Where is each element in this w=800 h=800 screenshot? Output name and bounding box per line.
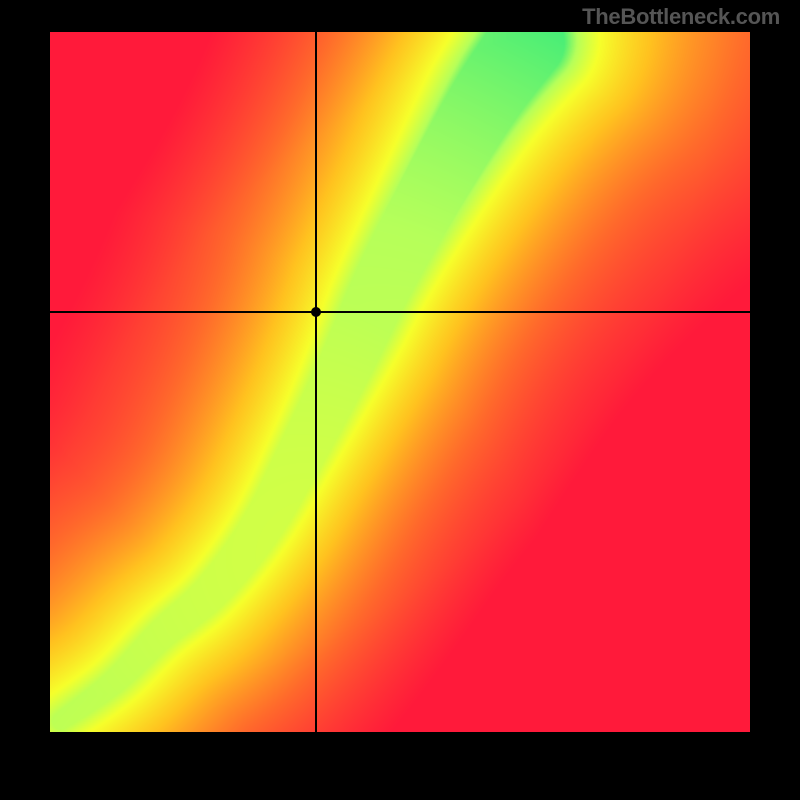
watermark-text: TheBottleneck.com [0, 0, 800, 32]
heatmap-canvas [50, 32, 750, 732]
crosshair-vertical [315, 32, 317, 732]
crosshair-horizontal [50, 311, 750, 313]
marker-dot [311, 307, 321, 317]
heatmap-plot [50, 32, 750, 732]
